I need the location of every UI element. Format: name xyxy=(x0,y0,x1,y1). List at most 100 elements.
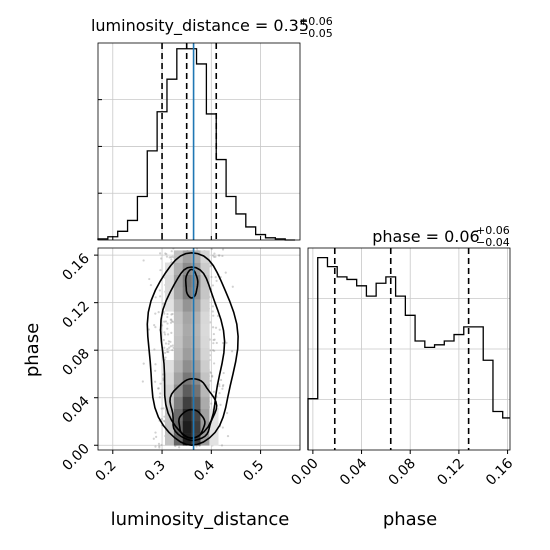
scatter-point xyxy=(154,445,157,448)
scatter-point xyxy=(154,312,157,315)
joint-frame xyxy=(97,247,301,451)
scatter-point xyxy=(154,326,157,329)
density-cell xyxy=(200,323,210,336)
scatter-point xyxy=(166,350,169,354)
phase-xlabel: phase xyxy=(383,509,437,530)
scatter-point xyxy=(221,387,224,390)
scatter-point xyxy=(154,369,157,372)
density-cell xyxy=(200,359,210,373)
scatter-point xyxy=(158,445,161,448)
density-cell xyxy=(200,384,210,397)
scatter-point xyxy=(221,426,224,429)
y-tick-label: 0.00 xyxy=(59,441,92,474)
phase-hist-grid xyxy=(308,248,510,450)
scatter-point xyxy=(158,396,161,399)
density-cell xyxy=(182,384,192,397)
scatter-point xyxy=(164,342,168,345)
scatter-point xyxy=(170,331,173,334)
density-cell xyxy=(191,250,201,263)
density-cell xyxy=(182,262,192,276)
x-tick-label: 0.04 xyxy=(337,455,370,488)
density-cell xyxy=(182,396,192,410)
density-cell xyxy=(182,323,192,336)
density-cell xyxy=(173,323,184,336)
scatter-point xyxy=(221,248,225,251)
density-cell xyxy=(173,262,184,276)
scatter-point xyxy=(159,382,162,385)
scatter-point xyxy=(172,320,175,323)
scatter-point xyxy=(211,305,214,308)
scatter-point xyxy=(217,254,220,257)
panel-joint: 0.2 0.3 0.4 0.5 0.00 0.04 0.08 0.12 0.16 lumino… xyxy=(22,247,301,530)
scatter-point xyxy=(147,328,151,331)
scatter-point xyxy=(209,321,212,324)
scatter-point xyxy=(162,302,165,305)
ld-title-sup: +0.06 xyxy=(299,15,333,28)
scatter-point xyxy=(213,255,216,258)
scatter-point xyxy=(218,383,221,386)
scatter-point xyxy=(210,275,213,279)
x-tick-label: 0.3 xyxy=(142,458,169,485)
density-cell xyxy=(200,286,210,300)
density-cell xyxy=(182,408,192,422)
scatter-point xyxy=(215,279,218,282)
scatter-point xyxy=(222,371,225,375)
scatter-point xyxy=(226,434,230,438)
scatter-point xyxy=(159,392,162,395)
scatter-point xyxy=(214,326,218,329)
density-cell xyxy=(200,372,210,385)
scatter-point xyxy=(141,380,144,383)
scatter-point xyxy=(209,379,212,382)
scatter-point xyxy=(163,331,166,334)
density-cell xyxy=(191,262,201,276)
scatter-point xyxy=(221,385,225,388)
scatter-point xyxy=(166,312,169,316)
scatter-point xyxy=(149,283,153,287)
scatter-point xyxy=(171,344,174,347)
scatter-point xyxy=(164,356,167,359)
scatter-point xyxy=(154,363,157,366)
density-cell xyxy=(191,323,201,336)
density-cell xyxy=(191,299,201,312)
scatter-point xyxy=(212,314,215,317)
density-cell xyxy=(165,299,175,312)
joint-contours xyxy=(146,251,239,447)
phase-title-sup: +0.06 xyxy=(476,224,510,237)
x-tick-label: 0.00 xyxy=(288,456,321,489)
density-cell xyxy=(200,433,210,446)
scatter-point xyxy=(211,349,215,352)
scatter-point xyxy=(218,254,221,257)
scatter-point xyxy=(167,350,170,354)
phase-quantile-lines xyxy=(333,248,470,450)
phase-title-sub: −0.04 xyxy=(476,236,510,249)
density-cell xyxy=(173,347,184,361)
joint-xlabel: luminosity_distance xyxy=(111,509,290,530)
density-cell xyxy=(200,262,210,276)
density-cell xyxy=(173,274,184,288)
scatter-point xyxy=(163,346,166,349)
scatter-point xyxy=(219,378,223,382)
density-cell xyxy=(200,274,210,288)
scatter-point xyxy=(214,255,217,258)
scatter-point xyxy=(159,269,162,272)
scatter-point xyxy=(211,284,215,287)
scatter-point xyxy=(211,254,215,257)
scatter-point xyxy=(170,318,173,321)
density-cell xyxy=(173,372,184,385)
phase-hist-steps xyxy=(307,256,510,450)
scatter-point xyxy=(213,362,216,365)
phase-hist-ticks: 0.00 0.04 0.08 0.12 0.16 xyxy=(288,450,516,489)
scatter-point xyxy=(166,322,169,325)
density-cell xyxy=(209,420,219,434)
scatter-point xyxy=(210,264,213,267)
density-cell xyxy=(200,396,210,410)
scatter-point xyxy=(142,362,145,365)
density-cell xyxy=(191,311,201,324)
y-tick-label: 0.12 xyxy=(59,298,92,331)
scatter-point xyxy=(167,340,170,343)
scatter-point xyxy=(142,259,145,262)
contour-top xyxy=(184,268,199,299)
scatter-point xyxy=(211,326,215,329)
joint-y-ticks: 0.00 0.04 0.08 0.12 0.16 xyxy=(59,251,98,474)
